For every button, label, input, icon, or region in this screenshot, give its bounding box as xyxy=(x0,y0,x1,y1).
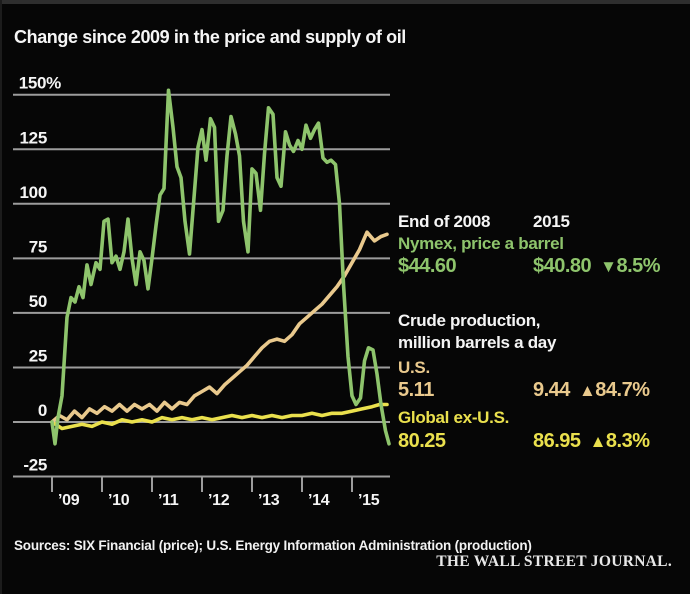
x-axis-label-2010: ’10 xyxy=(108,492,130,509)
us-2008-value: 5.11 xyxy=(398,379,434,401)
global-ex-us-production-line xyxy=(50,402,389,431)
us-label: U.S. xyxy=(398,358,430,377)
nymex-label: Nymex, price a barrel xyxy=(398,234,564,253)
x-axis-label-2011: ’11 xyxy=(158,492,179,509)
global-2008-value: 80.25 xyxy=(398,430,446,452)
crude-heading-line1: Crude production, xyxy=(398,311,541,331)
wsj-logo: THE WALL STREET JOURNAL. xyxy=(436,553,672,570)
x-axis-label-2009: ’09 xyxy=(58,492,80,509)
y-axis-label-100: 100 xyxy=(20,183,47,202)
chart-title: Change since 2009 in the price and suppl… xyxy=(14,27,406,47)
nymex-change-value: 8.5% xyxy=(616,255,661,277)
global-label-row: Global ex-U.S. xyxy=(398,408,509,428)
us-values-row: 5.11 9.44 ▲84.7% xyxy=(398,379,650,402)
y-axis-label--25: -25 xyxy=(23,456,47,475)
column-header-2008: End of 2008 xyxy=(398,212,491,231)
nymex-values-row: $44.60 $40.80 ▼8.5% xyxy=(398,255,661,278)
us-production-line xyxy=(50,230,389,424)
nymex-label-row: Nymex, price a barrel xyxy=(398,234,564,254)
down-triangle-icon: ▼ xyxy=(600,257,617,276)
global-values-row: 80.25 86.95 ▲8.3% xyxy=(398,430,650,453)
x-axis-label-2015: ’15 xyxy=(358,492,380,509)
global-2015-value: 86.95 xyxy=(533,430,581,452)
nymex-2008-value: $44.60 xyxy=(398,255,457,277)
us-change-value: 84.7% xyxy=(595,379,650,401)
sources-note: Sources: SIX Financial (price); U.S. Ene… xyxy=(14,538,532,553)
nymex-change: ▼8.5% xyxy=(600,255,660,278)
global-change-value: 8.3% xyxy=(605,430,650,452)
x-axis-label-2014: ’14 xyxy=(308,492,330,509)
nymex-2015-value: $40.80 xyxy=(533,255,592,277)
global-label: Global ex-U.S. xyxy=(398,408,510,427)
y-axis-label-50: 50 xyxy=(29,292,47,311)
crude-heading-text2: million barrels a day xyxy=(398,333,557,352)
legend-header-row: End of 2008 2015 xyxy=(398,212,570,232)
x-axis-label-2013: ’13 xyxy=(258,492,280,509)
crude-heading-line2: million barrels a day xyxy=(398,333,556,353)
y-axis-label-75: 75 xyxy=(29,237,47,256)
us-2015-value: 9.44 xyxy=(533,379,570,401)
x-axis-label-2012: ’12 xyxy=(208,492,230,509)
column-header-2015: 2015 xyxy=(533,212,570,231)
us-change: ▲84.7% xyxy=(579,379,650,402)
global-change: ▲8.3% xyxy=(590,430,650,453)
up-triangle-icon: ▲ xyxy=(589,432,607,451)
y-axis-label-125: 125 xyxy=(20,128,47,147)
y-axis-label-25: 25 xyxy=(29,346,47,365)
us-label-row: U.S. xyxy=(398,358,430,378)
crude-heading-text1: Crude production, xyxy=(398,311,541,330)
y-axis-label-0: 0 xyxy=(38,401,47,420)
up-triangle-icon: ▲ xyxy=(578,381,596,400)
top-border xyxy=(0,0,690,4)
y-axis-label-150: 150% xyxy=(19,74,61,93)
nymex-price-line xyxy=(50,88,391,446)
left-border xyxy=(0,0,2,594)
